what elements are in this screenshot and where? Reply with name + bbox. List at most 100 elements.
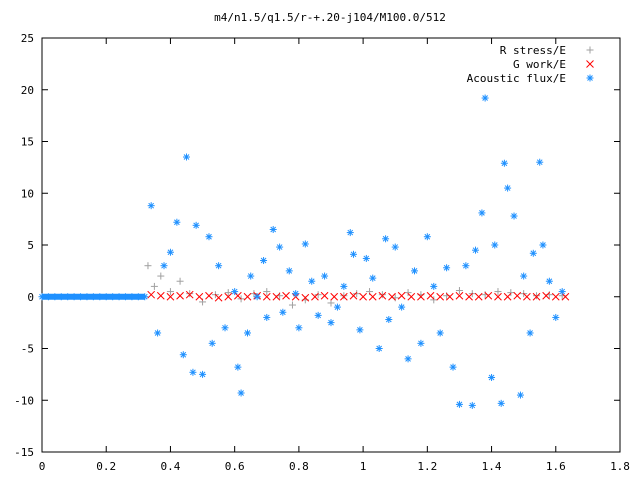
data-point [362, 254, 370, 262]
data-point [321, 272, 329, 280]
data-point [503, 292, 512, 301]
legend-label: R stress/E [500, 44, 566, 57]
data-point [320, 291, 329, 300]
data-point [285, 267, 293, 275]
x-tick-label: 1 [360, 460, 367, 473]
data-point [205, 291, 213, 300]
data-point [157, 272, 165, 280]
data-point [533, 292, 541, 300]
y-tick-label: 25 [21, 32, 34, 45]
data-point [494, 288, 502, 296]
data-point [195, 292, 204, 301]
data-point [520, 272, 528, 280]
data-point [545, 277, 553, 285]
data-point [215, 262, 223, 270]
data-point [455, 287, 463, 295]
data-point [353, 290, 361, 298]
data-point [369, 274, 377, 282]
data-point [417, 292, 425, 301]
data-point [276, 243, 284, 251]
data-point [455, 291, 464, 300]
data-point [526, 329, 534, 337]
x-tick-label: 0.4 [161, 460, 181, 473]
data-point [455, 400, 463, 408]
data-point [156, 291, 165, 300]
data-point [346, 229, 354, 237]
data-point [224, 289, 232, 297]
data-point [330, 292, 339, 301]
data-point [426, 291, 435, 300]
data-point [382, 235, 390, 243]
data-point [192, 221, 200, 229]
data-point [282, 291, 290, 300]
data-point [472, 246, 479, 254]
data-point [288, 301, 296, 309]
data-point [391, 243, 399, 251]
data-point [468, 401, 476, 409]
data-point [523, 292, 531, 301]
data-point [529, 249, 537, 257]
legend-label: Acoustic flux/E [467, 72, 566, 85]
series-2 [147, 94, 566, 409]
data-point [311, 292, 319, 301]
data-point [445, 292, 454, 301]
data-point [221, 324, 229, 332]
data-point [189, 368, 197, 376]
data-point [253, 293, 261, 301]
data-point [269, 225, 277, 233]
data-point [356, 326, 364, 334]
series-1 [147, 290, 570, 302]
data-point [250, 290, 258, 298]
data-point [166, 288, 174, 296]
axes [41, 37, 621, 453]
data-point [404, 289, 412, 297]
data-point [474, 292, 483, 301]
data-point [539, 241, 547, 249]
data-point [507, 289, 515, 297]
data-point [430, 296, 438, 304]
data-point [436, 292, 445, 301]
series-0 [144, 262, 566, 309]
data-point [375, 345, 383, 352]
legend-marker [586, 46, 594, 54]
x-tick-label: 1.8 [610, 460, 630, 473]
data-point [263, 313, 271, 321]
y-tick-label: -10 [14, 394, 34, 407]
x-tick-label: 1.6 [546, 460, 566, 473]
legend-label: G work/E [513, 58, 566, 71]
data-point [144, 262, 152, 270]
data-point [176, 277, 184, 285]
data-point [234, 291, 242, 300]
data-point [247, 272, 255, 280]
data-point [279, 308, 287, 316]
data-point [292, 290, 300, 298]
data-point [349, 250, 357, 258]
data-point [262, 292, 271, 301]
data-point [147, 202, 155, 210]
data-point [407, 292, 416, 301]
data-point [481, 94, 489, 102]
data-point [551, 292, 560, 301]
legend-marker [586, 60, 594, 68]
data-point [398, 303, 406, 311]
data-point [378, 291, 386, 299]
data-point [340, 282, 348, 290]
x-tick-label: 0.8 [289, 460, 309, 473]
data-point [494, 292, 502, 301]
data-point [205, 233, 213, 241]
data-point [260, 257, 268, 265]
data-point [301, 293, 310, 302]
data-point [176, 291, 184, 300]
data-point [154, 329, 162, 337]
data-point [349, 291, 358, 300]
data-point [234, 363, 242, 371]
data-point [166, 248, 174, 256]
data-point [339, 292, 348, 301]
data-point [436, 329, 444, 337]
data-point [430, 282, 438, 290]
data-point [340, 292, 348, 300]
data-point [186, 290, 194, 298]
data-point [295, 324, 303, 332]
data-point [359, 292, 367, 301]
